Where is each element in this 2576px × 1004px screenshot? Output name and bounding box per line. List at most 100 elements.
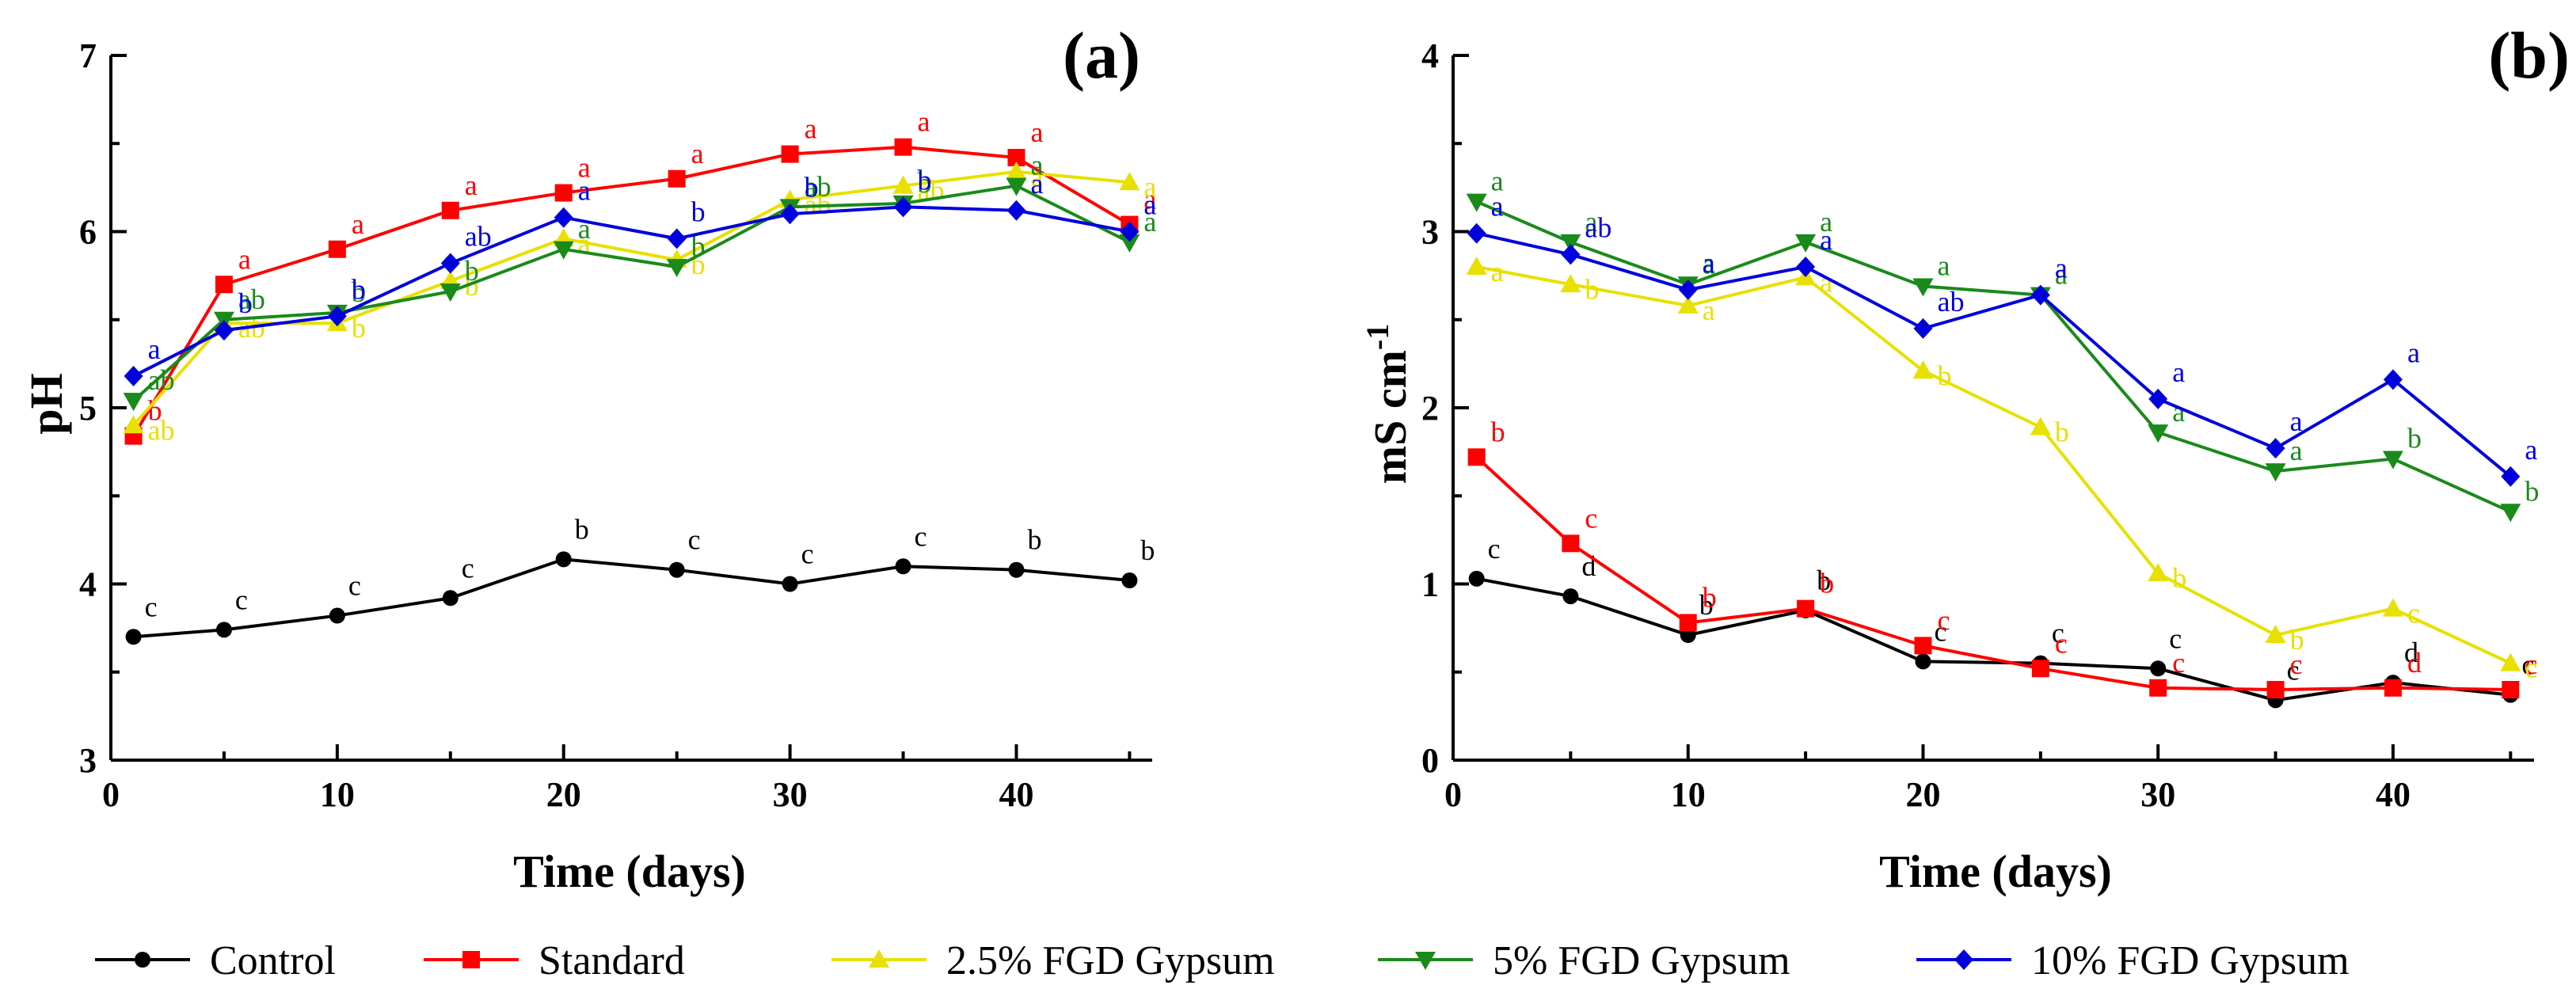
- data-point-5pct-fgd-gypsum: [2382, 451, 2403, 470]
- series-line-standard: [131, 145, 1131, 437]
- data-point-10pct-fgd-gypsum: [1006, 200, 1026, 221]
- data-point-standard: [668, 169, 686, 188]
- data-point-control: [1008, 561, 1025, 578]
- data-point-2-5pct-fgd-gypsum: [1912, 360, 1934, 379]
- y-tick-label: 0: [1421, 741, 1439, 780]
- significance-letter: c: [2169, 622, 2182, 654]
- data-point-standard: [2266, 681, 2285, 698]
- significance-letter: a: [1703, 295, 1715, 326]
- legend-marker-control: [135, 952, 150, 968]
- data-point-2-5pct-fgd-gypsum: [2382, 598, 2403, 617]
- data-point-standard: [2149, 679, 2167, 697]
- x-tick-label: 40: [2376, 775, 2410, 814]
- x-tick-label: 20: [546, 775, 581, 814]
- series-line-2-5pct-fgd-gypsum: [1476, 265, 2512, 665]
- significance-letter: a: [2407, 337, 2420, 368]
- data-point-5pct-fgd-gypsum: [553, 241, 574, 260]
- significance-letter: b: [1491, 416, 1505, 447]
- data-point-10pct-fgd-gypsum: [2266, 438, 2285, 459]
- x-tick-label: 30: [773, 775, 808, 814]
- significance-letter: b: [918, 164, 932, 196]
- data-point-10pct-fgd-gypsum: [780, 203, 800, 225]
- data-point-2-5pct-fgd-gypsum: [2265, 625, 2286, 644]
- data-point-control: [1915, 653, 1931, 670]
- series-line-5pct-fgd-gypsum: [132, 184, 1131, 402]
- significance-letter: ab: [805, 170, 831, 202]
- data-point-standard: [894, 138, 912, 156]
- y-tick-label: 7: [79, 36, 97, 75]
- significance-letter: a: [238, 243, 251, 275]
- data-point-10pct-fgd-gypsum: [1678, 279, 1698, 300]
- significance-letter: c: [2172, 647, 2185, 679]
- legend-label: Standard: [538, 938, 685, 983]
- data-point-2-5pct-fgd-gypsum: [1560, 274, 1581, 293]
- data-point-2-5pct-fgd-gypsum: [2030, 416, 2051, 435]
- panel-b-y-axis-superscript: -1: [1360, 324, 1395, 350]
- data-point-10pct-fgd-gypsum: [667, 228, 687, 249]
- data-point-control: [895, 558, 911, 575]
- significance-letter: c: [2055, 627, 2068, 659]
- data-point-2-5pct-fgd-gypsum: [2148, 563, 2169, 582]
- data-point-5pct-fgd-gypsum: [1560, 234, 1581, 253]
- significance-letter: c: [2052, 618, 2064, 649]
- significance-letter: a: [578, 213, 591, 245]
- significance-letter: c: [688, 524, 701, 556]
- significance-letter: b: [1703, 581, 1717, 613]
- series-line-5pct-fgd-gypsum: [1475, 200, 2512, 514]
- data-point-10pct-fgd-gypsum: [2501, 466, 2521, 487]
- significance-letter: b: [1937, 359, 1951, 391]
- x-tick-label: 0: [102, 775, 120, 814]
- data-point-2-5pct-fgd-gypsum: [2500, 652, 2521, 671]
- significance-letter: b: [1699, 589, 1714, 621]
- significance-letter: a: [1143, 184, 1156, 215]
- data-point-standard: [215, 276, 233, 294]
- significance-letter: b: [1140, 534, 1155, 566]
- significance-letter: ab: [238, 283, 265, 315]
- significance-letter: a: [1491, 191, 1504, 222]
- y-tick-label: 4: [1421, 36, 1439, 75]
- data-point-control: [2150, 660, 2167, 677]
- significance-letter: a: [2172, 356, 2185, 388]
- significance-letter: c: [2525, 652, 2537, 684]
- data-point-10pct-fgd-gypsum: [1120, 221, 1140, 242]
- significance-letter: b: [2055, 416, 2069, 447]
- data-point-control: [555, 551, 572, 568]
- data-point-standard: [1562, 534, 1580, 553]
- data-point-5pct-fgd-gypsum: [2265, 463, 2286, 482]
- series-line-10pct-fgd-gypsum: [132, 205, 1130, 378]
- significance-letter: ab: [148, 364, 175, 396]
- significance-letter: ab: [148, 414, 175, 446]
- data-point-10pct-fgd-gypsum: [1913, 318, 1933, 339]
- data-point-10pct-fgd-gypsum: [1561, 244, 1581, 265]
- data-point-standard: [1797, 599, 1815, 618]
- significance-letter: b: [1027, 524, 1041, 556]
- significance-letter: c: [915, 520, 927, 552]
- significance-letter: c: [348, 570, 361, 602]
- data-point-5pct-fgd-gypsum: [1119, 234, 1140, 253]
- significance-letter: b: [465, 270, 479, 302]
- significance-letter: a: [352, 208, 364, 240]
- legend-marker-standard: [462, 951, 480, 968]
- significance-letter: c: [2407, 598, 2420, 629]
- significance-letter: a: [2055, 259, 2068, 291]
- panel-b-y-axis-title: mS cm-1: [1360, 324, 1416, 484]
- significance-letter: b: [352, 276, 366, 308]
- data-point-2-5pct-fgd-gypsum: [1119, 172, 1140, 191]
- x-tick-label: 10: [1671, 775, 1706, 814]
- panel-a-letter: (a): [1063, 19, 1140, 93]
- x-tick-label: 20: [1905, 775, 1940, 814]
- data-point-10pct-fgd-gypsum: [554, 207, 573, 228]
- significance-letter: b: [918, 167, 932, 199]
- significance-letter: c: [2525, 648, 2537, 680]
- significance-letter: a: [2055, 253, 2068, 284]
- data-point-10pct-fgd-gypsum: [1467, 222, 1486, 244]
- data-point-control: [442, 590, 459, 607]
- significance-letter: c: [2290, 648, 2303, 680]
- significance-letter: a: [578, 152, 591, 184]
- significance-letter: b: [1820, 568, 1834, 599]
